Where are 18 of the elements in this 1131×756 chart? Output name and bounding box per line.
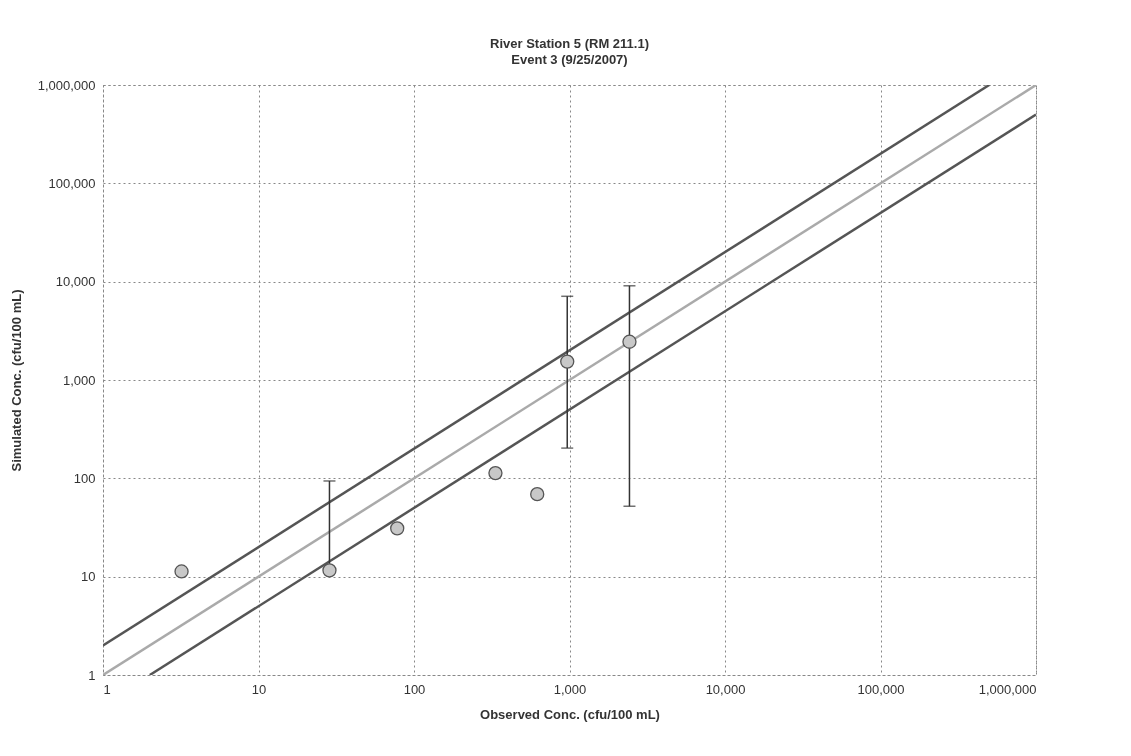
y-tick-label: 1,000 — [62, 372, 96, 388]
x-tick-label: 10 — [251, 681, 267, 697]
x-tick-label: 1,000 — [553, 681, 587, 697]
y-tick-label: 1,000,000 — [37, 77, 96, 93]
x-tick-label: 100 — [403, 681, 426, 697]
y-tick-label: 100,000 — [48, 175, 96, 191]
y-tick-label: 10 — [81, 569, 96, 585]
x-tick-label: 10,000 — [705, 681, 746, 697]
x-tick-label: 1,000,000 — [978, 681, 1037, 697]
y-tick-label: 10,000 — [55, 274, 96, 290]
x-tick-label: 1 — [103, 681, 111, 697]
chart-title: River Station 5 (RM 211.1) — [490, 36, 649, 51]
y-tick-label: 100 — [73, 470, 96, 486]
x-axis-title: Observed Conc. (cfu/100 mL) — [480, 706, 660, 722]
x-tick-label: 100,000 — [857, 681, 905, 697]
y-tick-label: 1 — [88, 667, 96, 683]
chart-subtitle: Event 3 (9/25/2007) — [511, 52, 628, 67]
y-axis-title: Simulated Conc. (cfu/100 mL) — [8, 289, 24, 472]
